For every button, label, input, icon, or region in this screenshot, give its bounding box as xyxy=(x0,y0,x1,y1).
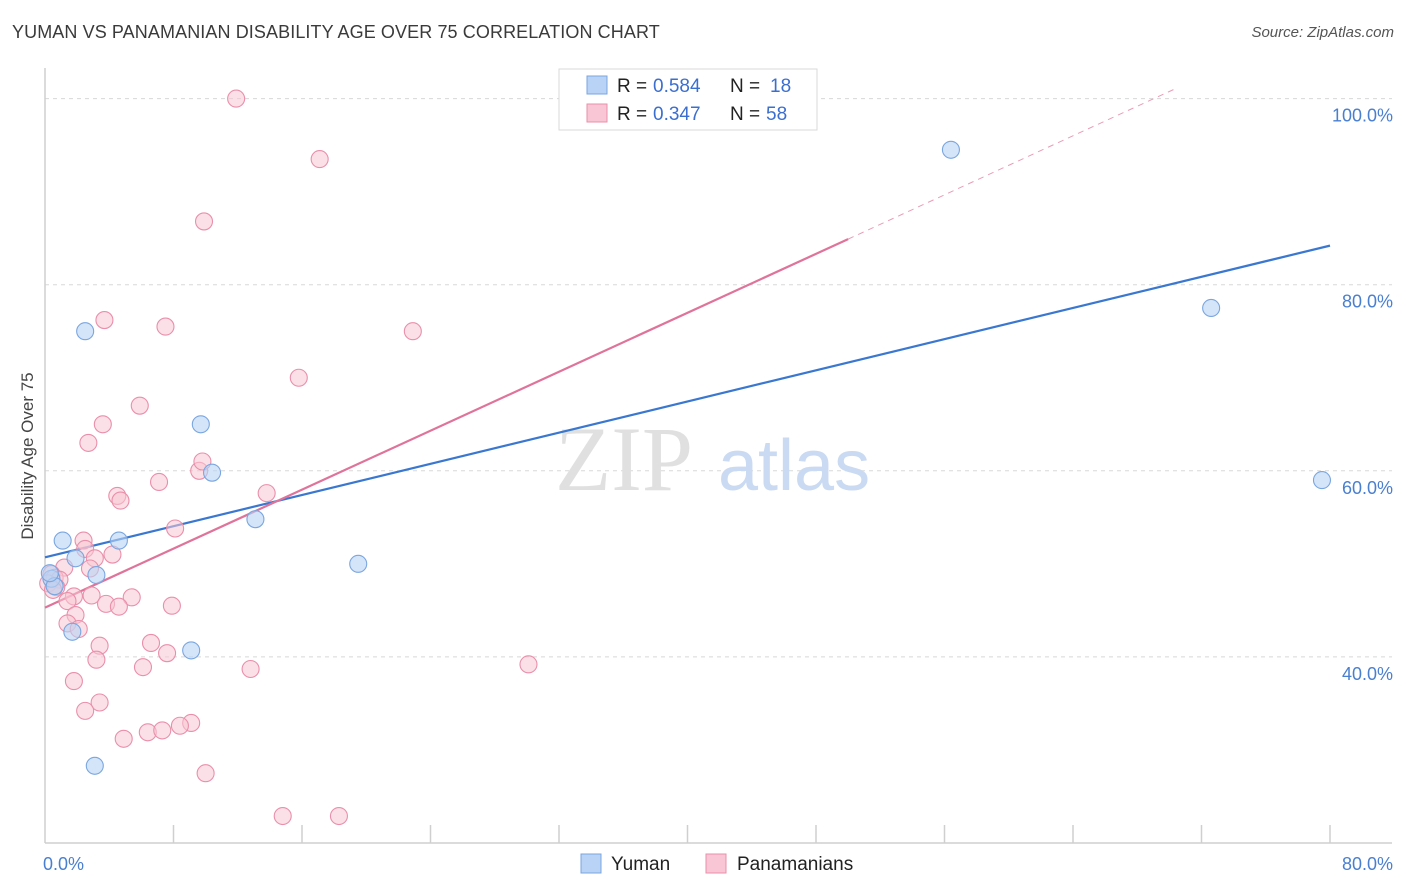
series-legend: Yuman Panamanians xyxy=(580,853,853,875)
yuman-legend-label: Yuman xyxy=(611,854,670,875)
watermark-atlas: atlas xyxy=(718,426,870,506)
trend-lines xyxy=(44,88,1331,609)
panamanian-point xyxy=(162,596,181,615)
axes xyxy=(44,68,1392,844)
panamanian-point xyxy=(111,491,130,510)
panamanian-point xyxy=(196,764,215,783)
source-credit: Source: ZipAtlas.com xyxy=(1251,24,1394,41)
yuman-point xyxy=(66,549,85,568)
panamanian-point xyxy=(141,633,161,652)
yuman-trend-line xyxy=(44,244,1331,559)
yuman-swatch xyxy=(586,75,608,95)
yuman-point xyxy=(85,756,104,775)
panamanian-trend-line xyxy=(44,238,849,609)
panamanian-point xyxy=(58,592,77,611)
yuman-point xyxy=(191,415,210,434)
panamanian-point xyxy=(130,396,149,415)
yuman-point xyxy=(941,140,960,159)
panamanian-r-label: R = xyxy=(617,104,647,125)
yuman-point xyxy=(246,510,265,529)
panamanian-point xyxy=(133,658,153,677)
yuman-point xyxy=(63,622,82,641)
y-tick-label: 60.0% xyxy=(1342,478,1393,498)
yuman-point xyxy=(109,531,128,550)
panamanian-point xyxy=(153,721,172,740)
panamanian-point xyxy=(76,701,95,720)
panamanian-point xyxy=(170,716,189,735)
yuman-point xyxy=(182,641,201,660)
panamanian-point xyxy=(158,644,177,663)
panamanian-legend-label: Panamanians xyxy=(737,854,853,875)
panamanian-point xyxy=(273,806,292,826)
yuman-point xyxy=(203,463,222,482)
panamanian-point xyxy=(241,659,260,679)
yuman-legend-swatch xyxy=(580,853,602,874)
yuman-point xyxy=(1312,471,1332,490)
x-tick-label: 80.0% xyxy=(1342,854,1393,874)
panamanian-n-label: N = xyxy=(730,104,760,125)
panamanian-point xyxy=(79,433,98,452)
panamanian-point xyxy=(289,368,308,387)
panamanian-point xyxy=(310,150,329,169)
panamanian-point xyxy=(194,212,214,231)
panamanian-point xyxy=(114,729,133,748)
yuman-point xyxy=(87,565,106,585)
panamanian-point xyxy=(329,806,348,826)
yuman-point xyxy=(40,564,59,583)
yuman-point xyxy=(76,322,95,341)
panamanian-n-value: 58 xyxy=(766,104,787,125)
panamanian-point xyxy=(122,588,141,607)
panamanian-point xyxy=(64,672,83,691)
panamanian-point xyxy=(166,519,185,538)
data-points xyxy=(39,89,1332,826)
panamanian-point xyxy=(93,415,112,434)
yuman-r-label: R = xyxy=(617,76,647,97)
yuman-r-value: 0.584 xyxy=(653,76,701,97)
panamanian-point xyxy=(519,655,538,674)
panamanian-point xyxy=(95,311,114,330)
panamanian-r-value: 0.347 xyxy=(653,104,701,125)
yuman-n-label: N = xyxy=(730,76,760,97)
y-tick-label: 100.0% xyxy=(1332,106,1393,126)
yuman-point xyxy=(1202,298,1221,318)
y-tick-label: 80.0% xyxy=(1342,292,1393,312)
panamanian-trend-extension xyxy=(847,88,1175,240)
panamanian-swatch xyxy=(586,103,608,123)
panamanian-point xyxy=(82,586,101,605)
grid-lines xyxy=(45,98,1392,658)
zipatlas-watermark: ZIP atlas xyxy=(555,408,870,510)
yuman-point xyxy=(53,531,72,550)
chart-title: YUMAN VS PANAMANIAN DISABILITY AGE OVER … xyxy=(12,22,660,42)
panamanian-point xyxy=(149,472,169,492)
x-tick-label: 0.0% xyxy=(43,854,84,874)
y-tick-label: 40.0% xyxy=(1342,664,1393,684)
panamanian-point xyxy=(227,89,246,108)
panamanian-point xyxy=(156,317,175,336)
stats-legend: R = 0.584 N = 18 R = 0.347 N = 58 xyxy=(558,68,818,131)
panamanian-point xyxy=(109,597,128,616)
yuman-point xyxy=(349,554,368,573)
panamanian-legend-swatch xyxy=(705,853,727,874)
x-tick-labels: 0.0% 80.0% xyxy=(43,854,1393,874)
panamanian-point xyxy=(257,484,276,503)
panamanian-point xyxy=(87,650,106,669)
panamanian-point xyxy=(90,693,109,712)
y-tick-labels: 40.0% 60.0% 80.0% 100.0% xyxy=(1332,106,1393,684)
watermark-zip: ZIP xyxy=(555,408,693,510)
y-axis-label: Disability Age Over 75 xyxy=(18,372,37,539)
yuman-n-value: 18 xyxy=(770,76,791,97)
panamanian-point xyxy=(403,322,422,341)
